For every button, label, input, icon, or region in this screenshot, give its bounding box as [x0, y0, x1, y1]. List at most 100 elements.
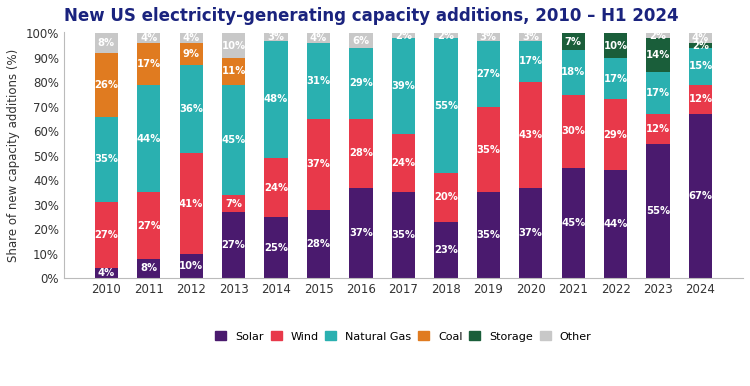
Bar: [519, 188, 542, 278]
Text: 6%: 6%: [352, 36, 370, 46]
Bar: [222, 195, 245, 212]
Bar: [434, 33, 457, 38]
Text: 27%: 27%: [222, 240, 245, 250]
Bar: [307, 33, 330, 43]
Bar: [222, 33, 245, 58]
Bar: [604, 58, 627, 100]
Text: 28%: 28%: [349, 148, 373, 158]
Text: 55%: 55%: [646, 206, 670, 216]
Bar: [222, 212, 245, 278]
Text: 14%: 14%: [646, 50, 670, 60]
Text: 17%: 17%: [646, 88, 670, 98]
Text: 36%: 36%: [179, 104, 203, 114]
Text: 8%: 8%: [140, 263, 158, 273]
Bar: [519, 82, 542, 188]
Bar: [646, 33, 670, 38]
Text: 44%: 44%: [136, 134, 161, 144]
Bar: [604, 171, 627, 278]
Text: 9%: 9%: [183, 49, 200, 59]
Text: 35%: 35%: [476, 145, 500, 155]
Bar: [434, 173, 457, 222]
Bar: [350, 33, 373, 48]
Text: 27%: 27%: [476, 69, 500, 79]
Bar: [307, 43, 330, 119]
Text: 7%: 7%: [225, 198, 242, 208]
Text: 20%: 20%: [434, 192, 457, 202]
Bar: [350, 119, 373, 188]
Text: New US electricity-generating capacity additions, 2010 – H1 2024: New US electricity-generating capacity a…: [64, 7, 678, 25]
Text: 10%: 10%: [604, 41, 628, 51]
Bar: [350, 48, 373, 119]
Text: 24%: 24%: [392, 158, 416, 168]
Bar: [265, 41, 288, 158]
Bar: [222, 85, 245, 195]
Bar: [562, 51, 585, 95]
Text: 45%: 45%: [221, 135, 246, 145]
Text: 39%: 39%: [392, 81, 416, 91]
Bar: [94, 53, 118, 117]
Text: 2%: 2%: [650, 31, 667, 41]
Text: 26%: 26%: [94, 80, 118, 90]
Bar: [646, 144, 670, 278]
Text: 7%: 7%: [565, 37, 582, 47]
Bar: [604, 33, 627, 58]
Bar: [688, 48, 712, 85]
Text: 17%: 17%: [136, 59, 160, 69]
Text: 23%: 23%: [434, 245, 457, 255]
Text: 27%: 27%: [94, 230, 118, 240]
Text: 27%: 27%: [136, 220, 160, 230]
Bar: [604, 100, 627, 171]
Text: 28%: 28%: [307, 239, 331, 249]
Text: 3%: 3%: [480, 32, 496, 42]
Bar: [562, 33, 585, 51]
Bar: [562, 168, 585, 278]
Text: 12%: 12%: [646, 124, 670, 134]
Text: 4%: 4%: [98, 268, 115, 278]
Text: 4%: 4%: [310, 33, 327, 43]
Bar: [646, 73, 670, 114]
Text: 3%: 3%: [268, 32, 284, 42]
Bar: [562, 95, 585, 168]
Bar: [476, 107, 500, 193]
Bar: [688, 33, 712, 43]
Bar: [265, 33, 288, 41]
Text: 2%: 2%: [395, 31, 412, 41]
Bar: [179, 153, 203, 254]
Bar: [179, 33, 203, 43]
Text: 4%: 4%: [692, 33, 709, 43]
Text: 48%: 48%: [264, 95, 288, 105]
Bar: [307, 210, 330, 278]
Bar: [476, 193, 500, 278]
Bar: [392, 33, 415, 38]
Legend: Solar, Wind, Natural Gas, Coal, Storage, Other: Solar, Wind, Natural Gas, Coal, Storage,…: [215, 331, 592, 342]
Bar: [646, 114, 670, 144]
Bar: [265, 158, 288, 217]
Bar: [137, 33, 160, 43]
Text: 37%: 37%: [307, 159, 331, 169]
Text: 17%: 17%: [604, 74, 628, 84]
Bar: [434, 38, 457, 173]
Text: 30%: 30%: [561, 126, 585, 136]
Bar: [688, 85, 712, 114]
Bar: [137, 259, 160, 278]
Bar: [392, 134, 415, 193]
Text: 31%: 31%: [307, 76, 331, 86]
Bar: [688, 43, 712, 48]
Text: 55%: 55%: [433, 100, 458, 110]
Bar: [137, 193, 160, 259]
Text: 4%: 4%: [182, 33, 200, 43]
Bar: [307, 119, 330, 210]
Text: 3%: 3%: [522, 32, 539, 42]
Text: 37%: 37%: [519, 228, 543, 238]
Bar: [688, 114, 712, 278]
Bar: [476, 33, 500, 41]
Bar: [646, 38, 670, 73]
Bar: [137, 85, 160, 193]
Bar: [392, 193, 415, 278]
Bar: [137, 43, 160, 85]
Bar: [94, 202, 118, 268]
Bar: [222, 58, 245, 85]
Text: 44%: 44%: [604, 219, 628, 229]
Text: 67%: 67%: [688, 191, 712, 201]
Bar: [350, 188, 373, 278]
